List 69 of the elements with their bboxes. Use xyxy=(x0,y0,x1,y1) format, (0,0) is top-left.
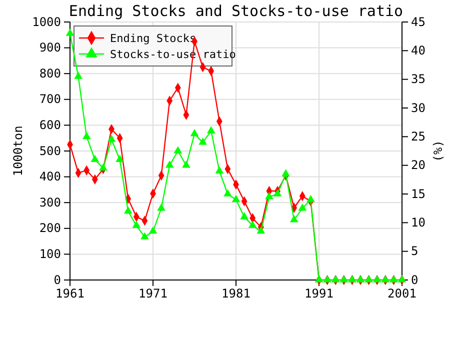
x-tick-label: 1991 xyxy=(304,286,334,301)
point xyxy=(165,160,174,168)
point xyxy=(206,126,216,134)
y-tick-label: 0 xyxy=(54,272,61,287)
point xyxy=(323,275,332,282)
x-tick-label: 2001 xyxy=(388,286,416,301)
point xyxy=(273,189,282,196)
point xyxy=(248,220,257,228)
point xyxy=(74,72,82,79)
y-tick-label: 800 xyxy=(39,66,61,80)
y-tick-label: 100 xyxy=(39,247,61,262)
y-tick-label: 300 xyxy=(39,195,61,210)
point xyxy=(124,206,132,214)
point xyxy=(240,212,248,220)
point xyxy=(298,204,307,211)
y2-tick-label: 40 xyxy=(411,44,426,58)
x-tick-label: 1981 xyxy=(222,286,250,301)
point xyxy=(331,275,340,282)
y2-tick-label: 20 xyxy=(411,158,426,172)
point xyxy=(116,154,124,162)
point xyxy=(224,189,232,196)
y2-tick-label: 45 xyxy=(411,14,426,29)
y-tick-label: 200 xyxy=(39,221,61,236)
point xyxy=(290,214,298,222)
point xyxy=(364,275,373,282)
y2-tick-label: 30 xyxy=(411,100,426,115)
y2-tick-label: 35 xyxy=(411,72,426,86)
x-tick-label: 1961 xyxy=(56,286,84,301)
point xyxy=(140,232,149,240)
y-tick-label: 500 xyxy=(39,144,61,158)
point xyxy=(132,220,141,228)
point xyxy=(256,226,266,234)
point xyxy=(390,275,398,282)
point xyxy=(306,194,315,202)
y2-tick-label: 15 xyxy=(411,186,426,201)
point xyxy=(190,128,199,136)
point xyxy=(157,204,166,211)
point xyxy=(282,169,290,176)
y-axis-title: 1000ton xyxy=(11,126,25,176)
y2-tick-label: 0 xyxy=(411,272,418,287)
y2-tick-label: 25 xyxy=(411,130,426,144)
y2-tick-label: 10 xyxy=(411,216,426,230)
point xyxy=(356,275,365,282)
point xyxy=(174,146,182,154)
x-tick-label: 1971 xyxy=(138,286,168,301)
point xyxy=(107,134,116,142)
point xyxy=(265,192,274,200)
point xyxy=(90,154,100,162)
y2-axis-title: (%) xyxy=(431,140,445,162)
y-tick-label: 700 xyxy=(39,92,61,106)
point xyxy=(314,275,324,282)
point xyxy=(232,194,240,202)
chart-title: Ending Stocks and Stocks-to-use ratio xyxy=(68,2,404,20)
point xyxy=(148,226,158,234)
point xyxy=(82,132,91,140)
point xyxy=(381,275,390,282)
point xyxy=(66,28,74,36)
y2-tick-label: 5 xyxy=(411,244,418,258)
y-tick-label: 900 xyxy=(39,40,61,55)
point xyxy=(182,160,190,168)
point xyxy=(372,275,382,282)
point xyxy=(215,166,224,174)
y-tick-label: 1000 xyxy=(32,14,61,29)
y-tick-label: 400 xyxy=(39,170,61,184)
point xyxy=(99,163,108,171)
point xyxy=(340,275,348,282)
y-tick-label: 600 xyxy=(39,118,61,132)
point xyxy=(348,275,356,282)
point xyxy=(198,138,207,145)
